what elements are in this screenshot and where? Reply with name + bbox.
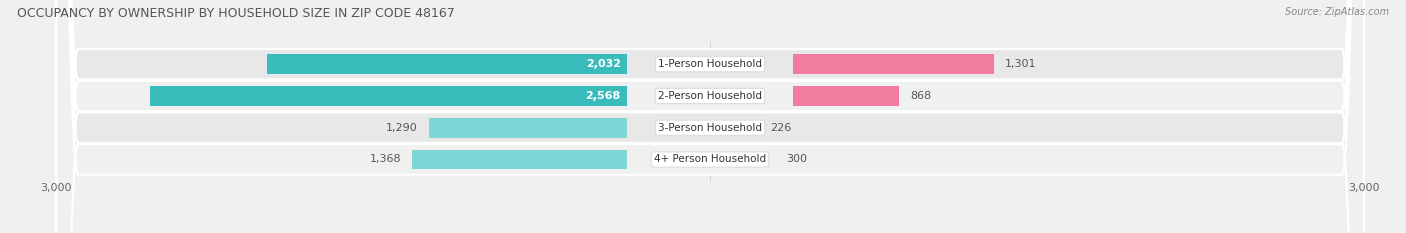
FancyBboxPatch shape: [56, 0, 1364, 233]
Text: 868: 868: [910, 91, 931, 101]
Text: Source: ZipAtlas.com: Source: ZipAtlas.com: [1285, 7, 1389, 17]
Bar: [150, 86, 627, 106]
Bar: [267, 54, 627, 74]
Bar: [793, 54, 994, 74]
Text: 300: 300: [786, 154, 807, 164]
Text: 4+ Person Household: 4+ Person Household: [654, 154, 766, 164]
Text: 1-Person Household: 1-Person Household: [658, 59, 762, 69]
Text: 226: 226: [770, 123, 792, 133]
Text: 1,290: 1,290: [387, 123, 418, 133]
Text: 1,368: 1,368: [370, 154, 401, 164]
Text: 1,301: 1,301: [1004, 59, 1036, 69]
Text: 2-Person Household: 2-Person Household: [658, 91, 762, 101]
FancyBboxPatch shape: [56, 0, 1364, 233]
Bar: [793, 86, 900, 106]
Bar: [429, 118, 627, 137]
Text: OCCUPANCY BY OWNERSHIP BY HOUSEHOLD SIZE IN ZIP CODE 48167: OCCUPANCY BY OWNERSHIP BY HOUSEHOLD SIZE…: [17, 7, 454, 20]
Text: 2,032: 2,032: [586, 59, 620, 69]
Bar: [412, 150, 627, 169]
Text: 3-Person Household: 3-Person Household: [658, 123, 762, 133]
FancyBboxPatch shape: [56, 0, 1364, 233]
FancyBboxPatch shape: [56, 0, 1364, 233]
Text: 2,568: 2,568: [585, 91, 620, 101]
